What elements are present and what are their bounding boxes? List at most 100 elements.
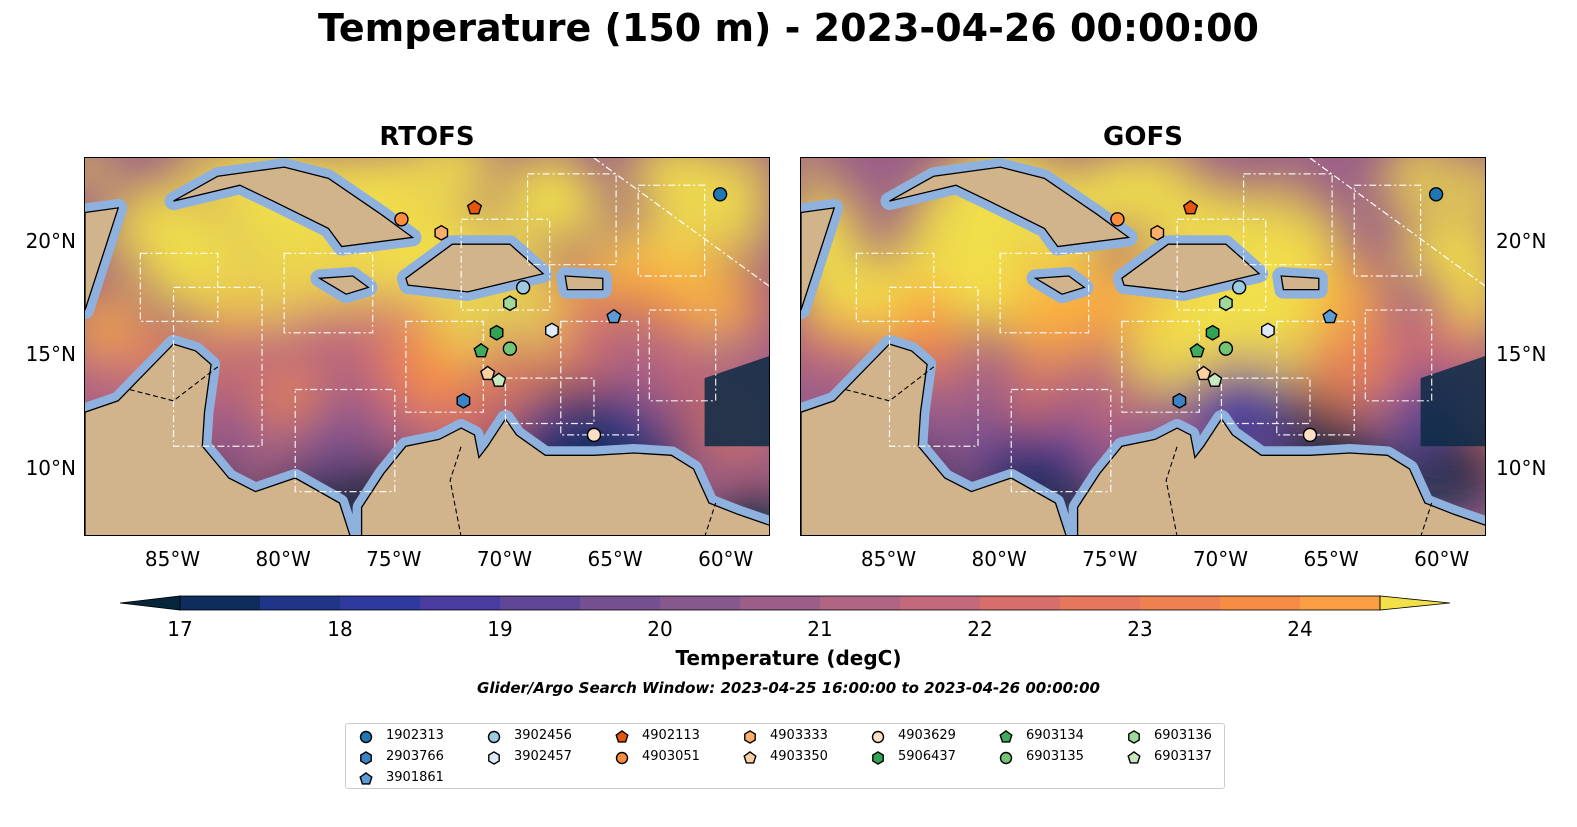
legend-label: 6903135 [1026, 749, 1084, 764]
legend-marker-2903766 [360, 751, 372, 765]
x-tick-label: 75°W [1082, 547, 1138, 571]
float-3902456 [1231, 280, 1247, 295]
colorbar-bin [500, 596, 581, 610]
legend-marker-6903135 [999, 751, 1013, 765]
colorbar-tick-label: 19 [487, 617, 512, 641]
legend-marker-6903134 [999, 730, 1013, 743]
float-2903766 [456, 392, 471, 409]
map-canvas [801, 158, 1485, 535]
colorbar-tick-label: 17 [167, 617, 192, 641]
colorbar-max-extension [1379, 595, 1451, 611]
x-tick-label: 60°W [698, 547, 754, 571]
legend-marker [871, 730, 885, 744]
legend-marker-6903136 [1128, 730, 1140, 744]
colorbar-bin [1140, 596, 1221, 610]
float-4903350 [480, 365, 496, 381]
x-tick-label: 70°W [1192, 547, 1249, 571]
legend-label: 6903136 [1154, 728, 1212, 743]
legend-label: 3902456 [514, 728, 572, 743]
colorbar-tick-label: 18 [327, 617, 352, 641]
map-panel-rtofs [84, 157, 770, 536]
colorbar-label: Temperature (degC) [675, 646, 902, 670]
legend-marker [999, 751, 1013, 765]
float-4903629 [586, 427, 602, 443]
colorbar-bin [580, 596, 661, 610]
figure-title: Temperature (150 m) - 2023-04-26 00:00:0… [317, 6, 1259, 50]
legend-marker-3902456 [487, 730, 501, 744]
y-tick-label-right: 15°N [1496, 342, 1547, 367]
x-tick-label: 80°W [255, 547, 311, 571]
colorbar-bin [180, 596, 261, 610]
float-legend: 1902313 2903766 3901861 3902456 3902457 49021… [345, 723, 1225, 789]
colorbar-min-extension [119, 595, 181, 611]
colorbar-bin [1220, 596, 1301, 610]
colorbar-bin [1300, 596, 1381, 610]
legend-marker-4903629 [871, 730, 885, 744]
x-tick-label: 65°W [587, 547, 643, 571]
colorbar-tick-label: 20 [647, 617, 672, 641]
float-5906437 [1205, 324, 1220, 341]
legend-marker [359, 772, 373, 785]
legend-label: 5906437 [898, 749, 956, 764]
legend-marker [359, 730, 373, 744]
legend-marker [743, 751, 757, 764]
legend-marker-4902113 [615, 730, 629, 743]
float-3902457 [545, 322, 559, 339]
float-1902313 [1428, 187, 1444, 202]
legend-label: 4903051 [642, 749, 700, 764]
y-tick-label-left: 10°N [25, 455, 76, 480]
legend-label: 6903134 [1026, 728, 1084, 743]
y-tick-label-left: 20°N [25, 228, 76, 253]
float-6903134 [473, 342, 489, 358]
legend-label: 3902457 [514, 749, 572, 764]
float-3901861 [606, 308, 622, 324]
float-4902113 [466, 199, 483, 215]
colorbar-bin [660, 596, 741, 610]
x-tick-label: 80°W [971, 547, 1027, 571]
colorbar-bin [820, 596, 901, 610]
float-6903136 [1219, 295, 1233, 312]
panel-title-rtofs: RTOFS [379, 122, 475, 152]
float-6903137 [491, 372, 507, 387]
float-1902313 [712, 187, 728, 202]
legend-marker-3902457 [488, 751, 500, 765]
float-2903766 [1172, 392, 1187, 409]
y-tick-label-right: 20°N [1496, 228, 1547, 253]
legend-marker-4903333 [744, 730, 756, 744]
legend-marker-5906437 [872, 751, 884, 765]
float-3902457 [1261, 322, 1275, 339]
legend-label: 1902313 [386, 728, 444, 743]
float-6903135 [1218, 341, 1234, 356]
float-4903333 [434, 224, 449, 241]
x-tick-label: 85°W [144, 547, 201, 571]
float-5906437 [489, 324, 504, 341]
colorbar-bin [420, 596, 501, 610]
legend-marker-1902313 [359, 730, 373, 744]
colorbar-tick-label: 21 [807, 617, 832, 641]
colorbar-bin [340, 596, 421, 610]
legend-marker [487, 730, 501, 744]
colorbar-tick-label: 23 [1127, 617, 1152, 641]
legend-label: 4902113 [642, 728, 700, 743]
y-tick-label-left: 15°N [25, 342, 76, 367]
float-4903051 [1110, 212, 1125, 227]
colorbar-bin [740, 596, 821, 610]
float-6903136 [503, 295, 517, 312]
panel-title-gofs: GOFS [1103, 122, 1183, 152]
colorbar-tick-label: 24 [1287, 617, 1312, 641]
float-4903051 [394, 212, 409, 227]
legend-marker [872, 751, 884, 765]
colorbar-bin [260, 596, 341, 610]
search-window-text: Glider/Argo Search Window: 2023-04-25 16… [477, 679, 1100, 697]
float-6903137 [1207, 372, 1223, 387]
legend-marker-3901861 [359, 772, 373, 785]
x-tick-label: 70°W [476, 547, 533, 571]
legend-label: 4903350 [770, 749, 828, 764]
map-canvas [85, 158, 769, 535]
x-tick-label: 85°W [860, 547, 917, 571]
legend-marker [615, 751, 629, 765]
legend-label: 6903137 [1154, 749, 1212, 764]
colorbar-bin [900, 596, 981, 610]
legend-label: 4903629 [898, 728, 956, 743]
float-6903135 [502, 341, 518, 356]
